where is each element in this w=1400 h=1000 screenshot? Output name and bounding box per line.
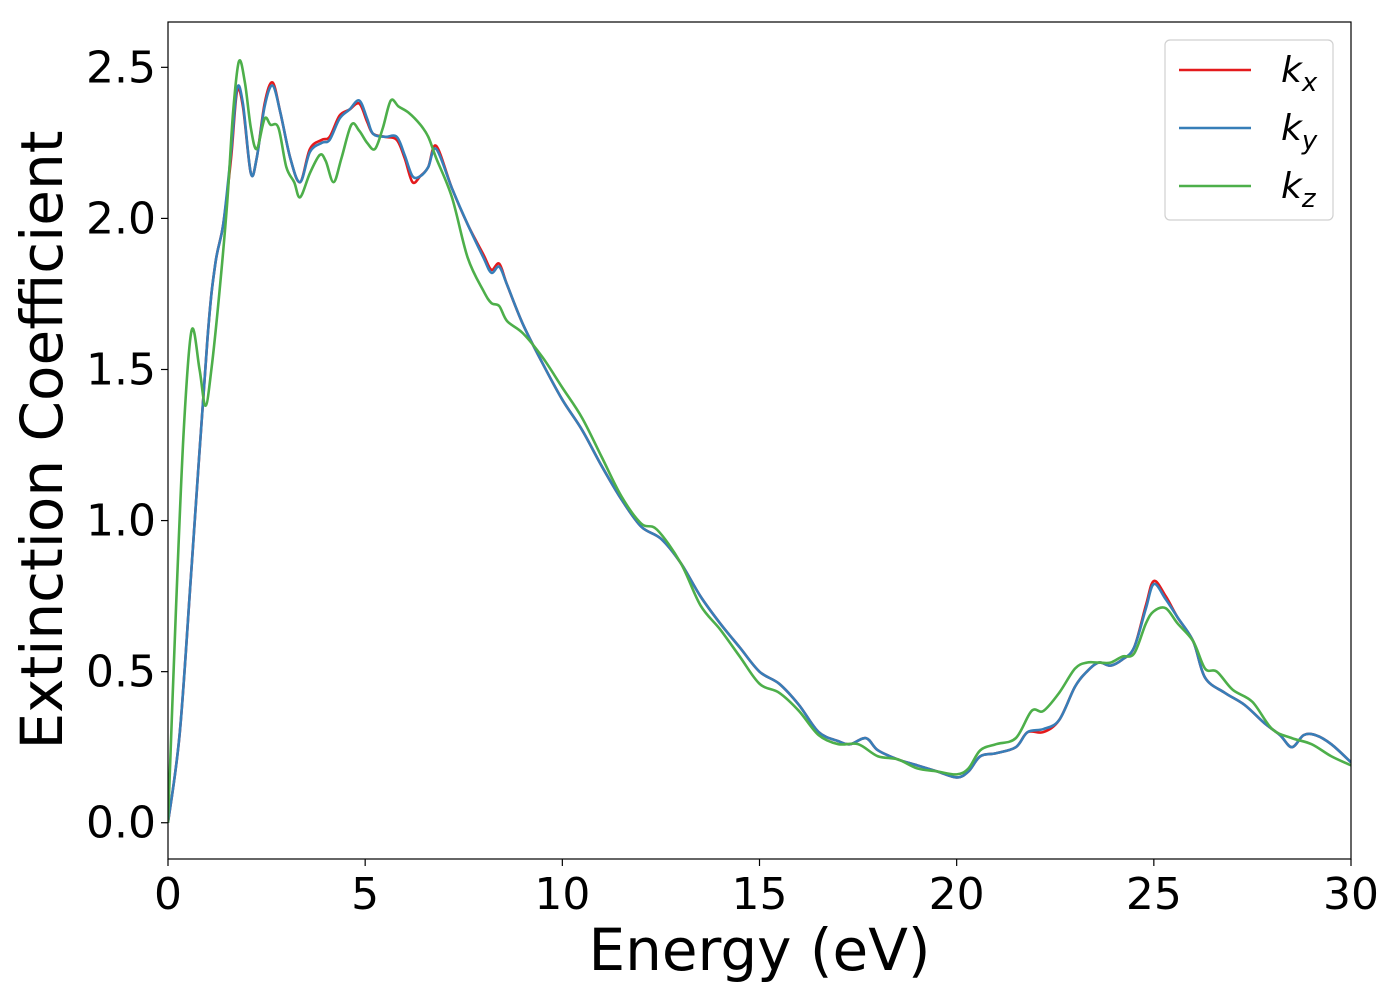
x-axis-ticks: 0 5 10 15 20 25 30 bbox=[154, 859, 1379, 920]
series-line-k-z bbox=[168, 58, 1351, 823]
x-tick-label: 25 bbox=[1126, 869, 1182, 920]
plot-area bbox=[168, 22, 1351, 859]
legend-label-k-z: kz bbox=[1281, 166, 1317, 214]
x-tick-label: 20 bbox=[929, 869, 985, 920]
x-tick-label: 10 bbox=[534, 869, 590, 920]
y-tick-label: 1.0 bbox=[86, 496, 156, 547]
series-layer bbox=[168, 58, 1351, 823]
x-axis-label: Energy (eV) bbox=[588, 916, 930, 984]
x-tick-label: 5 bbox=[351, 869, 379, 920]
x-tick-label: 0 bbox=[154, 869, 182, 920]
legend-box bbox=[1164, 39, 1334, 221]
y-axis-label: Extinction Coefficient bbox=[8, 131, 76, 750]
x-tick-label: 30 bbox=[1323, 869, 1379, 920]
legend-label-main: k bbox=[1281, 166, 1304, 207]
y-tick-label: 0.0 bbox=[86, 798, 156, 849]
y-tick-label: 2.0 bbox=[86, 193, 156, 244]
x-tick-label: 15 bbox=[732, 869, 788, 920]
legend-label-main: k bbox=[1281, 50, 1304, 91]
y-axis-ticks: 0.0 0.5 1.0 1.5 2.0 2.5 bbox=[86, 42, 168, 849]
y-tick-label: 2.5 bbox=[86, 42, 156, 93]
y-tick-label: 0.5 bbox=[86, 647, 156, 698]
legend-label-subscript: x bbox=[1301, 68, 1318, 98]
series-line-k-y bbox=[168, 84, 1351, 823]
legend-label-subscript: z bbox=[1301, 184, 1317, 214]
y-tick-label: 1.5 bbox=[86, 344, 156, 395]
legend-label-main: k bbox=[1281, 108, 1304, 149]
legend-label-subscript: y bbox=[1301, 126, 1318, 156]
legend-label-k-y: ky bbox=[1281, 108, 1318, 156]
legend-label-k-x: kx bbox=[1281, 50, 1318, 98]
